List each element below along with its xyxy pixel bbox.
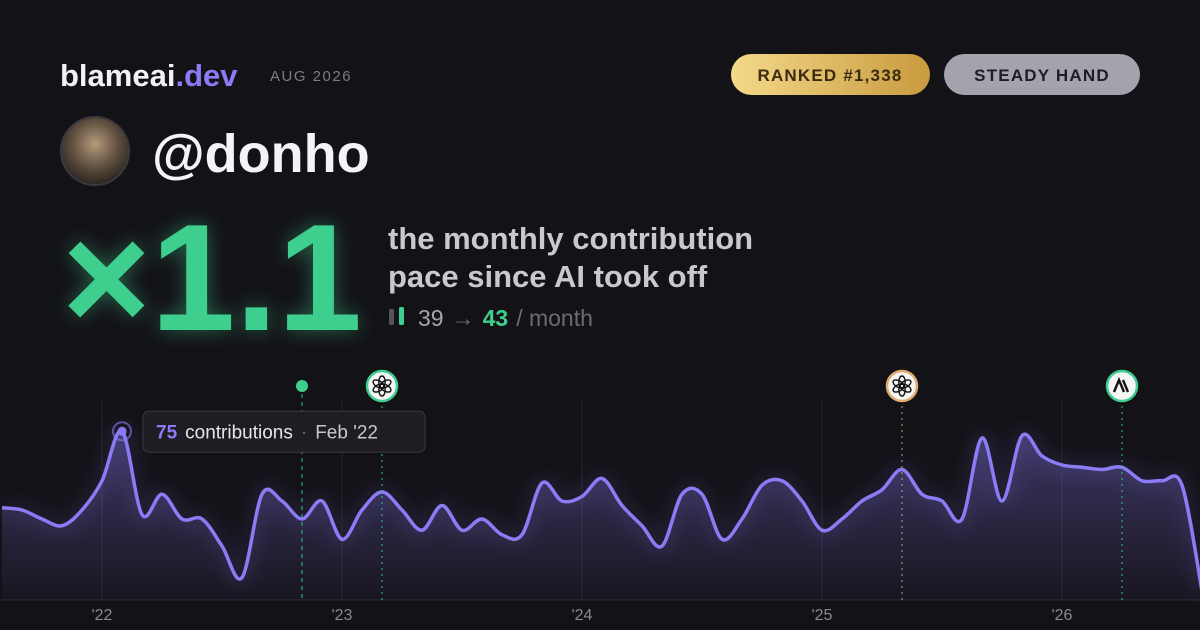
brand: blameai.dev [60, 58, 238, 93]
style-text: STEADY HAND [974, 66, 1110, 85]
event-icon [885, 369, 919, 403]
event-icon [365, 369, 399, 403]
icon-petal [892, 379, 905, 389]
icon-glyph [1112, 376, 1130, 393]
x-tick-label: '25 [812, 607, 833, 624]
rank-text: RANKED #1,338 [757, 66, 902, 85]
tooltip-unit: contributions [185, 422, 293, 443]
event-dot [296, 380, 308, 392]
line [1, 429, 1200, 590]
stat-row: 39 → 43/ month [418, 305, 593, 331]
tooltip-sep: · [301, 422, 307, 443]
tooltip-date: Feb '22 [315, 422, 378, 443]
peak-dot [117, 426, 127, 436]
handle: @donho [152, 124, 370, 184]
period: AUG 2026 [270, 68, 352, 85]
description: pace since AI took off [388, 259, 708, 294]
peak-halo [112, 421, 132, 442]
x-tick-label: '22 [92, 607, 113, 624]
multiplier: ×1.1 [62, 193, 362, 363]
avatar [60, 116, 130, 186]
rank-badge [731, 54, 930, 95]
tooltip [142, 410, 426, 453]
x-tick-label: '24 [572, 607, 593, 624]
before-icon [389, 309, 394, 325]
x-tick-label: '23 [332, 607, 353, 624]
multiplier-glow: ×1.1 [62, 193, 362, 363]
x-tick-label: '26 [1052, 607, 1073, 624]
style-badge [944, 54, 1140, 95]
description: the monthly contribution [388, 221, 753, 256]
tooltip-value: 75 [156, 422, 178, 443]
icon-petal [372, 379, 385, 389]
after-icon [399, 307, 404, 325]
tooltip-text: 75 contributions · Feb '22 [156, 422, 378, 443]
chart: '22 '23 '24 '25 '26 75 contributions · Feb '22 [0, 369, 1200, 624]
